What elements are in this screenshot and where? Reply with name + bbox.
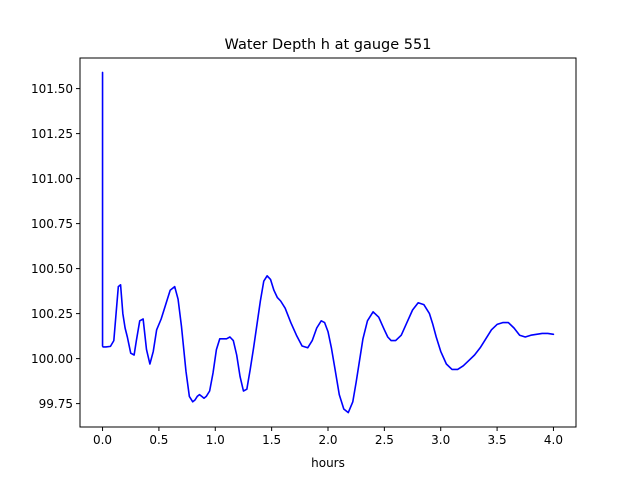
x-axis-label: hours <box>311 456 345 470</box>
y-tick-label: 101.50 <box>31 82 73 96</box>
x-tick-label: 0.5 <box>149 433 168 447</box>
y-tick-label: 100.25 <box>31 307 73 321</box>
y-tick-label: 100.75 <box>31 217 73 231</box>
y-axis: 99.75 100.00 100.25 100.50 100.75 101.00 101.2… <box>31 82 80 411</box>
x-tick-label: 4.0 <box>544 433 563 447</box>
x-tick-label: 3.0 <box>431 433 450 447</box>
x-tick-label: 0.0 <box>93 433 112 447</box>
chart-title: Water Depth h at gauge 551 <box>225 37 432 53</box>
x-tick-label: 1.0 <box>206 433 225 447</box>
y-tick-label: 99.75 <box>39 397 73 411</box>
y-tick-label: 100.50 <box>31 262 73 276</box>
y-tick-label: 100.00 <box>31 352 73 366</box>
x-tick-label: 2.5 <box>375 433 394 447</box>
series-line-0 <box>101 71 555 414</box>
x-tick-label: 3.5 <box>488 433 507 447</box>
plot-frame <box>79 57 577 428</box>
plot-content <box>101 71 555 414</box>
x-tick-label: 2.0 <box>318 433 337 447</box>
y-tick-label: 101.00 <box>31 172 73 186</box>
x-tick-label: 1.5 <box>262 433 281 447</box>
x-axis: 0.0 0.5 1.0 1.5 2.0 2.5 3.0 3.5 4.0 <box>93 427 563 447</box>
y-tick-label: 101.25 <box>31 127 73 141</box>
